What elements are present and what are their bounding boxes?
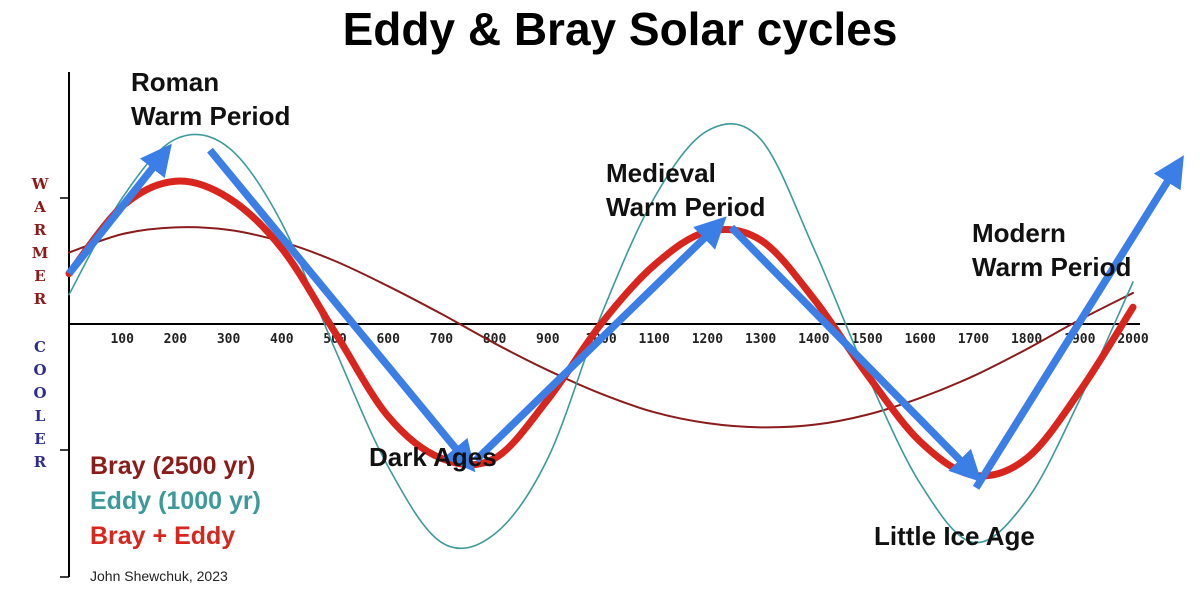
x-tick-label-900: 900 [536,332,560,347]
author-credit: John Shewchuk, 2023 [90,568,228,584]
trend-arrow-2 [207,147,476,473]
x-tick-label-400: 400 [270,332,294,347]
legend-entry-eddy: Eddy (1000 yr) [90,487,261,515]
eddy-curve [68,123,1134,550]
cooler-letter: O [33,361,46,379]
x-tick-label-2000: 2000 [1117,332,1148,347]
x-tick-label-100: 100 [110,332,134,347]
x-tick-label-1300: 1300 [745,332,776,347]
cooler-letter: O [33,384,46,402]
annotation-medieval-warm-period: Medieval Warm Period [606,158,765,222]
period-annotations: Roman Warm Period Medieval Warm Period Moder… [131,67,1131,551]
warmer-letter: R [34,290,47,308]
x-tick-label-200: 200 [164,332,188,347]
annotation-dark-ages: Dark Ages [369,442,497,472]
legend-entry-bray: Bray (2500 yr) [90,452,255,480]
x-tick-labels: 1002003004005006007008009001000110012001… [110,332,1148,347]
warmer-letter: M [32,244,49,262]
warmer-letter: R [34,221,47,239]
bray-curve [68,226,1134,429]
trend-arrow-1 [66,143,172,276]
chart-title: Eddy & Bray Solar cycles [343,3,898,55]
trend-arrows [66,143,1184,490]
legend-entry-bray-eddy: Bray + Eddy [90,522,235,550]
trend-arrow-4 [728,224,982,483]
cooler-letter: R [34,453,47,471]
x-tick-label-1600: 1600 [905,332,936,347]
annotation-roman-warm-period: Roman Warm Period [131,67,290,131]
x-tick-label-800: 800 [483,332,507,347]
x-tick-label-300: 300 [217,332,241,347]
annotation-little-ice-age: Little Ice Age [874,521,1035,551]
x-tick-label-1200: 1200 [692,332,723,347]
x-tick-label-1500: 1500 [851,332,882,347]
cooler-letter: C [34,338,46,356]
x-tick-label-600: 600 [376,332,400,347]
trend-arrow-5 [972,155,1184,490]
x-tick-label-1800: 1800 [1011,332,1042,347]
warmer-letter: W [31,175,50,193]
legend: Bray (2500 yr) Eddy (1000 yr) Bray + Edd… [90,452,261,550]
cooler-letter: L [35,407,46,425]
x-tick-label-1400: 1400 [798,332,829,347]
x-tick-label-1700: 1700 [958,332,989,347]
trend-arrow-3 [473,216,727,463]
annotation-modern-warm-period: Modern Warm Period [972,218,1131,282]
cooler-letter: E [34,430,45,448]
x-tick-label-1100: 1100 [639,332,670,347]
x-tick-label-700: 700 [430,332,454,347]
warmer-letter: A [33,198,46,216]
warmer-letter: E [34,267,45,285]
